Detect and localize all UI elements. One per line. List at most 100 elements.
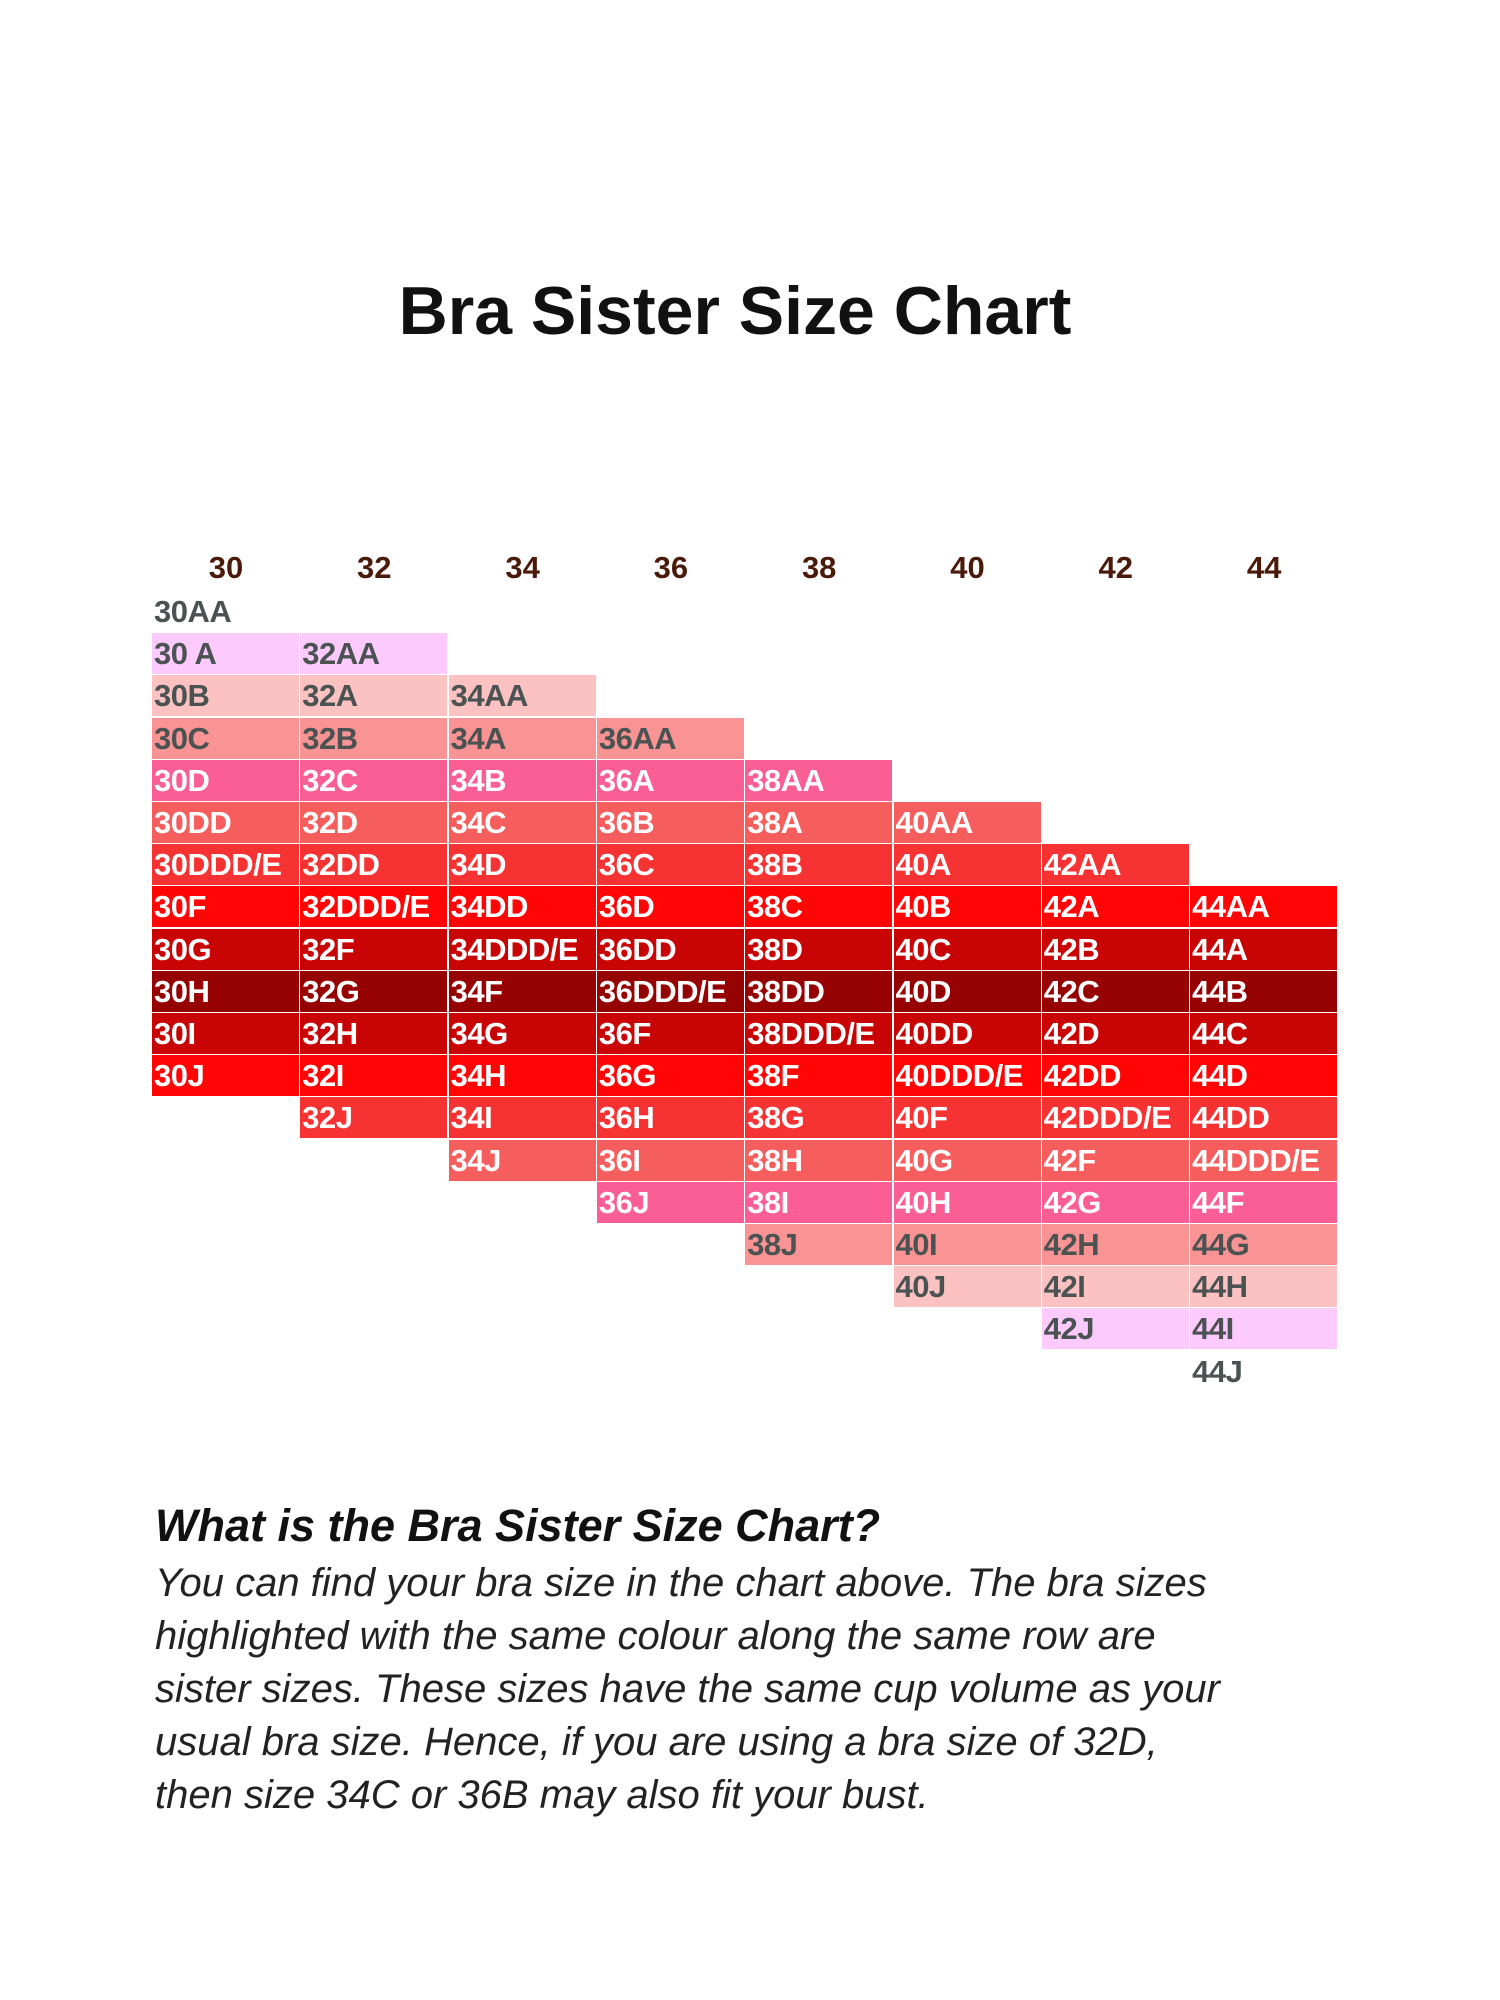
description-line: You can find your bra size in the chart …: [155, 1561, 1207, 1605]
description-line: usual bra size. Hence, if you are using …: [155, 1720, 1158, 1764]
size-cell: 44D: [1190, 1055, 1338, 1097]
size-cell: 30G: [152, 928, 299, 970]
size-cell: 34J: [448, 1139, 596, 1181]
size-cell: 38I: [745, 1181, 893, 1223]
size-cell: 36AA: [596, 717, 744, 759]
band-header-30: 30: [208, 550, 244, 585]
size-cell: 36A: [596, 759, 744, 801]
size-cell: 44C: [1190, 1013, 1338, 1054]
band-header-42: 42: [1098, 550, 1134, 585]
size-cell: 38B: [745, 844, 893, 886]
size-cell: 42F: [1041, 1139, 1189, 1181]
size-cell: 32G: [300, 970, 448, 1012]
size-cell: 32AA: [300, 633, 448, 675]
size-cell: 44G: [1190, 1224, 1338, 1265]
size-cell: 40F: [893, 1097, 1041, 1139]
size-cell: 30D: [152, 759, 299, 801]
description-heading: What is the Bra Sister Size Chart?: [155, 1500, 881, 1551]
size-cell: 42H: [1041, 1224, 1189, 1265]
size-cell: 32I: [300, 1055, 448, 1097]
size-cell: 40DDD/E: [893, 1055, 1041, 1097]
size-cell: 42A: [1041, 886, 1189, 928]
band-header-38: 38: [801, 550, 837, 585]
size-cell: 44B: [1190, 970, 1338, 1012]
size-cell: 40I: [893, 1224, 1041, 1265]
chart-title: Bra Sister Size Chart: [398, 273, 1072, 349]
size-cell: 34C: [448, 802, 596, 843]
size-cell: 32DD: [300, 844, 448, 886]
size-cell: 36DDD/E: [596, 970, 744, 1012]
size-cell: 38D: [745, 928, 893, 970]
size-cell: 30C: [152, 717, 299, 759]
band-header-32: 32: [357, 550, 392, 585]
size-cell: 42AA: [1041, 844, 1189, 886]
size-cell: 40J: [893, 1266, 1041, 1308]
size-cell: 30DD: [152, 802, 299, 843]
size-cell: 44I: [1190, 1308, 1338, 1350]
size-cell: 44F: [1190, 1181, 1338, 1223]
size-cell: 34B: [448, 759, 596, 801]
size-cell: 40C: [893, 928, 1041, 970]
size-cell: 36H: [596, 1097, 744, 1139]
size-cell: 30H: [152, 970, 299, 1012]
size-cell: 30I: [152, 1013, 299, 1054]
size-cell: 40H: [893, 1181, 1041, 1223]
size-cell: 34F: [448, 970, 596, 1012]
size-cell: 32C: [300, 759, 448, 801]
size-cell: 32D: [300, 802, 448, 843]
size-cell: 36D: [596, 886, 744, 928]
size-cell: 30AA: [152, 591, 299, 632]
size-cell: 38H: [745, 1139, 893, 1181]
size-cell: 38A: [745, 802, 893, 843]
size-cell: 36G: [596, 1055, 744, 1097]
size-cell: 40D: [893, 970, 1041, 1012]
size-cell: 32A: [300, 675, 448, 717]
size-cell: 40AA: [893, 802, 1041, 843]
band-header-40: 40: [950, 550, 985, 585]
size-cell: 42DDD/E: [1041, 1097, 1189, 1139]
size-cell: 44DD: [1190, 1097, 1338, 1139]
size-cell: 32B: [300, 717, 448, 759]
size-cell: 42G: [1041, 1181, 1189, 1223]
size-cell: 36C: [596, 844, 744, 886]
size-cell: 34A: [448, 717, 596, 759]
description-line: sister sizes. These sizes have the same …: [155, 1667, 1220, 1711]
size-cell: 42DD: [1041, 1055, 1189, 1097]
size-cell: 38DD: [745, 970, 893, 1012]
size-cell: 32J: [300, 1097, 448, 1139]
size-cell: 34H: [448, 1055, 596, 1097]
size-cell: 34AA: [448, 675, 596, 717]
description-line: then size 34C or 36B may also fit your b…: [155, 1773, 929, 1817]
size-cell: 44AA: [1190, 886, 1338, 928]
size-cell: 30J: [152, 1055, 299, 1097]
size-cell: 42I: [1041, 1266, 1189, 1308]
size-cell: 32H: [300, 1013, 448, 1054]
description-text: You can find your bra size in the chart …: [155, 1557, 1220, 1822]
size-cell: 36J: [596, 1181, 744, 1223]
band-header-44: 44: [1246, 550, 1282, 585]
size-cell: 40B: [893, 886, 1041, 928]
size-cell: 42J: [1041, 1308, 1189, 1350]
size-cell: 42D: [1041, 1013, 1189, 1054]
size-cell: 30B: [152, 675, 299, 717]
size-cell: 34I: [448, 1097, 596, 1139]
size-cell: 44A: [1190, 928, 1338, 970]
size-cell: 40G: [893, 1139, 1041, 1181]
size-cell: 38C: [745, 886, 893, 928]
size-cell: 34DDD/E: [448, 928, 596, 970]
description-line: highlighted with the same colour along t…: [155, 1614, 1156, 1658]
size-cell: 30F: [152, 886, 299, 928]
size-cell: 42B: [1041, 928, 1189, 970]
size-cell: 44DDD/E: [1190, 1139, 1338, 1181]
size-cell: 32F: [300, 928, 448, 970]
size-cell: 36DD: [596, 928, 744, 970]
size-cell: 38AA: [745, 759, 893, 801]
band-header-36: 36: [653, 550, 689, 585]
size-cell: 34G: [448, 1013, 596, 1054]
size-cell: 40DD: [893, 1013, 1041, 1054]
size-cell: 36I: [596, 1139, 744, 1181]
size-cell: 30 A: [152, 633, 299, 675]
size-cell: 34DD: [448, 886, 596, 928]
size-cell: 32DDD/E: [300, 886, 448, 928]
size-cell: 38F: [745, 1055, 893, 1097]
